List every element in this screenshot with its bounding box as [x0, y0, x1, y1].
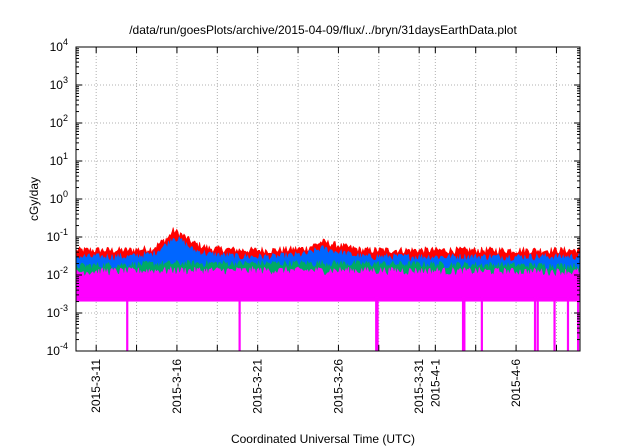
dropout-spike [126, 294, 129, 351]
dropout-spike [536, 294, 539, 351]
y-tick-label: 103 [50, 75, 68, 92]
y-tick-label: 10-2 [47, 265, 68, 282]
dropout-spike [461, 294, 465, 351]
x-tick-label: 2015-3-11 [89, 359, 103, 413]
dropout-spike [553, 294, 556, 351]
dropout-spike [463, 294, 466, 351]
dropout-spike [480, 294, 483, 351]
y-tick-label: 10-4 [47, 341, 68, 358]
dropout-spike [376, 294, 379, 351]
dropout-spike [238, 294, 241, 351]
x-axis: 2015-3-11 2015-3-16 2015-3-21 2015-3-26 2015… [89, 47, 557, 414]
y-tick-label: 10-3 [47, 303, 68, 320]
dropout-spike [566, 294, 570, 351]
x-tick-label: 2015-3-31 [412, 359, 426, 414]
plot-area [75, 227, 581, 351]
chart-title: /data/run/goesPlots/archive/2015-04-09/f… [129, 23, 517, 37]
x-tick-label: 2015-4-1 [428, 359, 442, 407]
y-axis-label: cGy/day [27, 177, 41, 221]
x-tick-label: 2015-3-26 [331, 359, 345, 414]
series-area [75, 265, 581, 299]
y-tick-label: 100 [50, 189, 68, 206]
dropout-spike [576, 294, 580, 351]
x-tick-label: 2015-3-16 [170, 359, 184, 414]
dropout-spike [375, 294, 378, 351]
series-baseline-band [76, 297, 580, 302]
x-tick-label: 2015-4-6 [509, 359, 523, 407]
y-tick-label: 10-1 [47, 227, 68, 244]
grid [76, 47, 580, 351]
x-tick-label: 2015-3-21 [251, 359, 265, 414]
y-tick-label: 101 [50, 151, 68, 168]
dropout-spike [533, 294, 537, 351]
y-tick-label: 102 [50, 113, 68, 130]
x-axis-label: Coordinated Universal Time (UTC) [231, 432, 415, 446]
y-tick-label: 104 [50, 37, 68, 54]
